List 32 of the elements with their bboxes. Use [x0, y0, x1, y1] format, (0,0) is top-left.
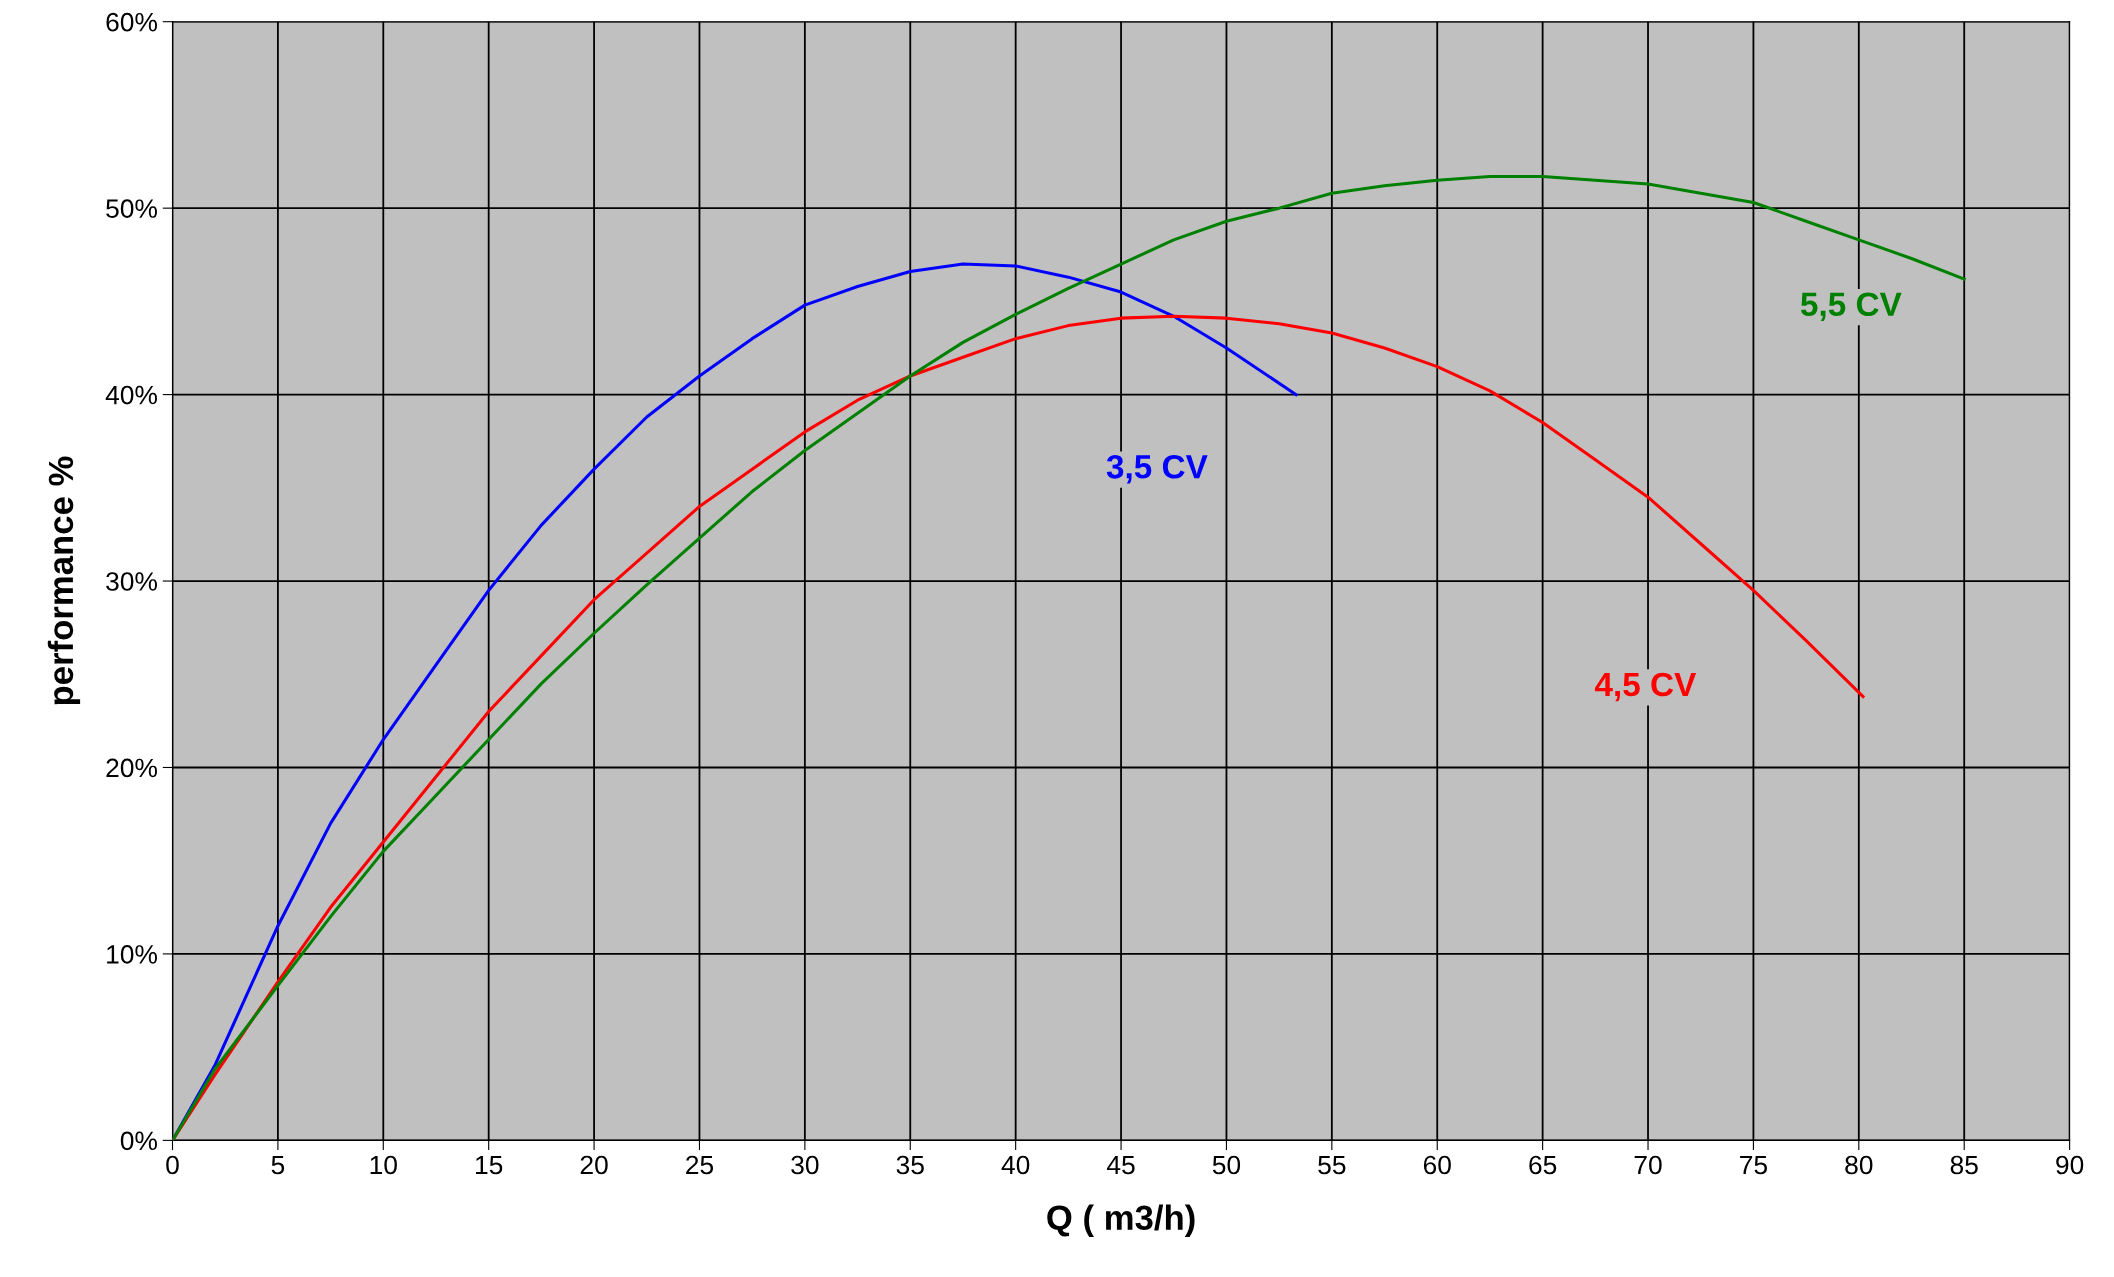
x-tick-label: 35 — [896, 1155, 924, 1175]
x-tick-label: 85 — [1950, 1155, 1978, 1175]
x-tick-label: 15 — [476, 1155, 503, 1175]
x-tick-label: 45 — [1106, 1155, 1135, 1175]
x-tick-label: 50 — [1212, 1155, 1241, 1175]
x-tick-label: 60 — [1423, 1155, 1451, 1175]
x-tick-label: 5 — [271, 1155, 285, 1175]
x-tick-label: 20 — [580, 1155, 608, 1175]
x-tick-label: 10 — [370, 1155, 397, 1175]
y-tick-label: 30% — [106, 572, 157, 591]
x-tick-label: 70 — [1634, 1155, 1662, 1175]
y-tick-label: 0% — [120, 1131, 157, 1151]
x-tick-label: 25 — [686, 1155, 714, 1175]
x-axis-title: Q ( m3/h) — [1047, 1204, 1195, 1237]
line-series — [172, 174, 1966, 1141]
x-tick-label: 30 — [791, 1155, 819, 1175]
x-tick-label: 40 — [1001, 1155, 1030, 1175]
x-tick-label: 65 — [1529, 1155, 1557, 1175]
x-tick-label: 75 — [1740, 1155, 1767, 1175]
x-tick-label: 55 — [1318, 1155, 1346, 1175]
series-label: 5,5 CV — [1800, 292, 1902, 321]
x-tick-label: 90 — [2056, 1155, 2084, 1175]
text: 4,5 CV — [1594, 672, 1697, 702]
y-tick-label: 20% — [106, 758, 157, 778]
x-tick-label: 80 — [1845, 1155, 1873, 1175]
text: 3,5 CV — [1106, 454, 1208, 484]
y-tick-label: 40% — [105, 385, 157, 405]
y-tick-label: 60% — [106, 12, 157, 32]
y-tick-label: 10% — [107, 945, 157, 964]
y-tick-label: 50% — [106, 199, 157, 218]
x-tick-label: 0 — [166, 1155, 179, 1175]
y-axis-title: performance % — [47, 456, 81, 705]
